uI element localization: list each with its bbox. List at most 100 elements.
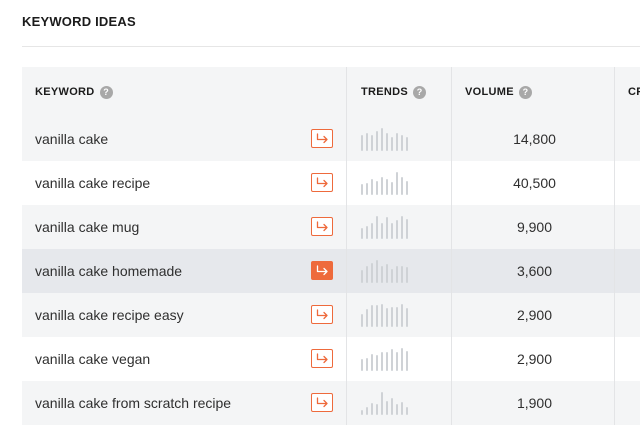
trend-sparkline bbox=[361, 171, 408, 195]
cpc-cell bbox=[614, 381, 640, 425]
trend-bar bbox=[391, 269, 393, 283]
volume-cell: 2,900 bbox=[451, 337, 614, 381]
keyword-column-header[interactable]: KEYWORD ? bbox=[22, 67, 346, 117]
trend-bar bbox=[396, 266, 398, 283]
open-keyword-button[interactable] bbox=[311, 393, 333, 412]
column-divider bbox=[451, 337, 452, 381]
trend-bar bbox=[386, 401, 388, 415]
trend-bar bbox=[376, 305, 378, 327]
trend-bar bbox=[371, 305, 373, 327]
cpc-header-label: CF bbox=[628, 86, 640, 98]
volume-value: 14,800 bbox=[513, 131, 556, 147]
arrow-right-icon bbox=[316, 397, 329, 408]
trend-bar bbox=[376, 404, 378, 415]
open-keyword-button[interactable] bbox=[311, 217, 333, 236]
keyword-help-icon[interactable]: ? bbox=[99, 85, 113, 99]
trend-bar bbox=[401, 304, 403, 327]
volume-header-label: VOLUME bbox=[465, 86, 514, 98]
volume-column-header[interactable]: VOLUME ? bbox=[451, 67, 614, 117]
trend-cell bbox=[346, 161, 451, 205]
trend-bar bbox=[361, 135, 363, 151]
open-keyword-button[interactable] bbox=[311, 173, 333, 192]
volume-cell: 3,600 bbox=[451, 249, 614, 293]
trend-bar bbox=[396, 307, 398, 327]
trend-cell bbox=[346, 205, 451, 249]
trend-bar bbox=[371, 223, 373, 239]
trend-bar bbox=[406, 308, 408, 327]
keyword-text[interactable]: vanilla cake vegan bbox=[35, 351, 151, 367]
arrow-right-icon bbox=[316, 309, 329, 320]
keyword-cell: vanilla cake bbox=[22, 117, 346, 161]
keyword-text[interactable]: vanilla cake from scratch recipe bbox=[35, 395, 232, 411]
trend-bar bbox=[376, 181, 378, 195]
table-row[interactable]: vanilla cake vegan 2,900 bbox=[22, 337, 640, 381]
table-row[interactable]: vanilla cake homemade 3,600 bbox=[22, 249, 640, 293]
table-row[interactable]: vanilla cake recipe easy 2,900 bbox=[22, 293, 640, 337]
trend-bar bbox=[381, 392, 383, 415]
keyword-cell: vanilla cake from scratch recipe bbox=[22, 381, 346, 425]
keyword-text[interactable]: vanilla cake mug bbox=[35, 219, 140, 235]
open-keyword-button[interactable] bbox=[311, 305, 333, 324]
trend-bar bbox=[391, 307, 393, 327]
trend-sparkline bbox=[361, 259, 408, 283]
table-row[interactable]: vanilla cake 14,800 bbox=[22, 117, 640, 161]
keyword-text[interactable]: vanilla cake homemade bbox=[35, 263, 183, 279]
keyword-text[interactable]: vanilla cake recipe easy bbox=[35, 307, 184, 323]
volume-cell: 40,500 bbox=[451, 161, 614, 205]
volume-help-icon[interactable]: ? bbox=[518, 85, 532, 99]
column-divider bbox=[346, 293, 347, 337]
arrow-right-icon bbox=[316, 221, 329, 232]
trend-bar bbox=[361, 228, 363, 239]
trend-cell bbox=[346, 337, 451, 381]
keyword-header-label: KEYWORD bbox=[35, 86, 95, 98]
table-row[interactable]: vanilla cake recipe 40,500 bbox=[22, 161, 640, 205]
keyword-text[interactable]: vanilla cake recipe bbox=[35, 175, 151, 191]
column-divider bbox=[614, 205, 615, 249]
trend-bar bbox=[366, 266, 368, 283]
volume-value: 9,900 bbox=[516, 219, 553, 235]
column-divider bbox=[614, 381, 615, 425]
column-divider bbox=[346, 117, 347, 161]
trend-bar bbox=[396, 352, 398, 371]
trend-bar bbox=[396, 172, 398, 195]
trend-bar bbox=[371, 263, 373, 283]
table-row[interactable]: vanilla cake from scratch recipe 1,900 bbox=[22, 381, 640, 425]
trend-column-header[interactable]: TRENDS ? bbox=[346, 67, 451, 117]
keyword-text[interactable]: vanilla cake bbox=[35, 131, 109, 147]
cpc-cell bbox=[614, 293, 640, 337]
keyword-ideas-table: KEYWORD ? TRENDS ? VOLUME ? CF vanilla c… bbox=[22, 67, 640, 425]
trend-bar bbox=[401, 266, 403, 283]
trend-bar bbox=[401, 216, 403, 239]
trend-bar bbox=[406, 137, 408, 151]
column-divider bbox=[451, 249, 452, 293]
cpc-column-header[interactable]: CF bbox=[614, 67, 640, 117]
column-divider bbox=[451, 161, 452, 205]
open-keyword-button[interactable] bbox=[311, 349, 333, 368]
trend-bar bbox=[366, 358, 368, 371]
trend-bar bbox=[406, 351, 408, 371]
trend-bar bbox=[376, 216, 378, 239]
trend-bar bbox=[366, 133, 368, 151]
volume-cell: 1,900 bbox=[451, 381, 614, 425]
trend-help-icon[interactable]: ? bbox=[413, 85, 427, 99]
open-keyword-button[interactable] bbox=[311, 261, 333, 280]
trend-bar bbox=[366, 407, 368, 415]
trend-bar bbox=[381, 266, 383, 283]
section-title: KEYWORD IDEAS bbox=[22, 14, 136, 29]
table-row[interactable]: vanilla cake mug 9,900 bbox=[22, 205, 640, 249]
trend-cell bbox=[346, 117, 451, 161]
column-divider bbox=[451, 67, 452, 117]
cpc-cell bbox=[614, 249, 640, 293]
trend-bar bbox=[391, 398, 393, 415]
column-divider bbox=[346, 381, 347, 425]
trend-bar bbox=[361, 184, 363, 195]
trend-bar bbox=[406, 181, 408, 195]
column-divider bbox=[451, 205, 452, 249]
trend-bar bbox=[391, 182, 393, 195]
trend-bar bbox=[386, 133, 388, 151]
trend-sparkline bbox=[361, 127, 408, 151]
trend-bar bbox=[376, 260, 378, 283]
trend-bar bbox=[391, 349, 393, 371]
trend-sparkline bbox=[361, 391, 408, 415]
open-keyword-button[interactable] bbox=[311, 129, 333, 148]
